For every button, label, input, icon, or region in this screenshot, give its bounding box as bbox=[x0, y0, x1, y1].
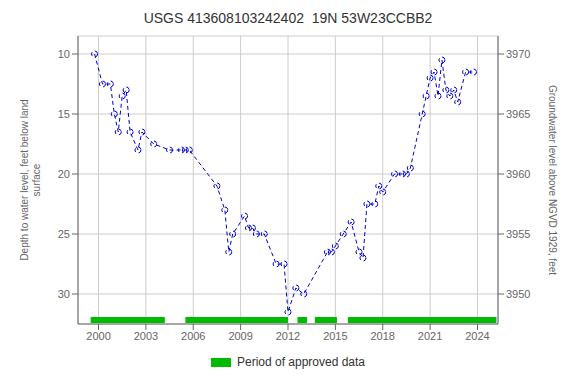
svg-text:Depth to water level, feet bel: Depth to water level, feet below land bbox=[19, 99, 30, 260]
svg-text:2021: 2021 bbox=[418, 330, 442, 342]
svg-text:2012: 2012 bbox=[276, 330, 300, 342]
svg-text:2000: 2000 bbox=[86, 330, 110, 342]
svg-text:2009: 2009 bbox=[228, 330, 252, 342]
svg-text:20: 20 bbox=[58, 168, 70, 180]
svg-text:30: 30 bbox=[58, 288, 70, 300]
svg-text:3950: 3950 bbox=[506, 288, 530, 300]
html-text:Period of approved data: Period of approved data bbox=[237, 355, 365, 369]
svg-text:25: 25 bbox=[58, 228, 70, 240]
svg-text:Groundwater level above NGVD 1: Groundwater level above NGVD 1929, feet bbox=[547, 85, 558, 275]
svg-text:2024: 2024 bbox=[465, 330, 489, 342]
svg-text:2015: 2015 bbox=[323, 330, 347, 342]
svg-text:2003: 2003 bbox=[134, 330, 158, 342]
svg-text:2006: 2006 bbox=[181, 330, 205, 342]
svg-text:2018: 2018 bbox=[370, 330, 394, 342]
svg-text:3965: 3965 bbox=[506, 108, 530, 120]
svg-text:10: 10 bbox=[58, 48, 70, 60]
svg-text:3960: 3960 bbox=[506, 168, 530, 180]
svg-text:3955: 3955 bbox=[506, 228, 530, 240]
svg-text:3970: 3970 bbox=[506, 48, 530, 60]
svg-text:15: 15 bbox=[58, 108, 70, 120]
svg-text:surface: surface bbox=[31, 163, 42, 196]
html-text:USGS 413608103242402 19N 53W23: USGS 413608103242402 19N 53W23CCBB2 bbox=[143, 10, 433, 26]
